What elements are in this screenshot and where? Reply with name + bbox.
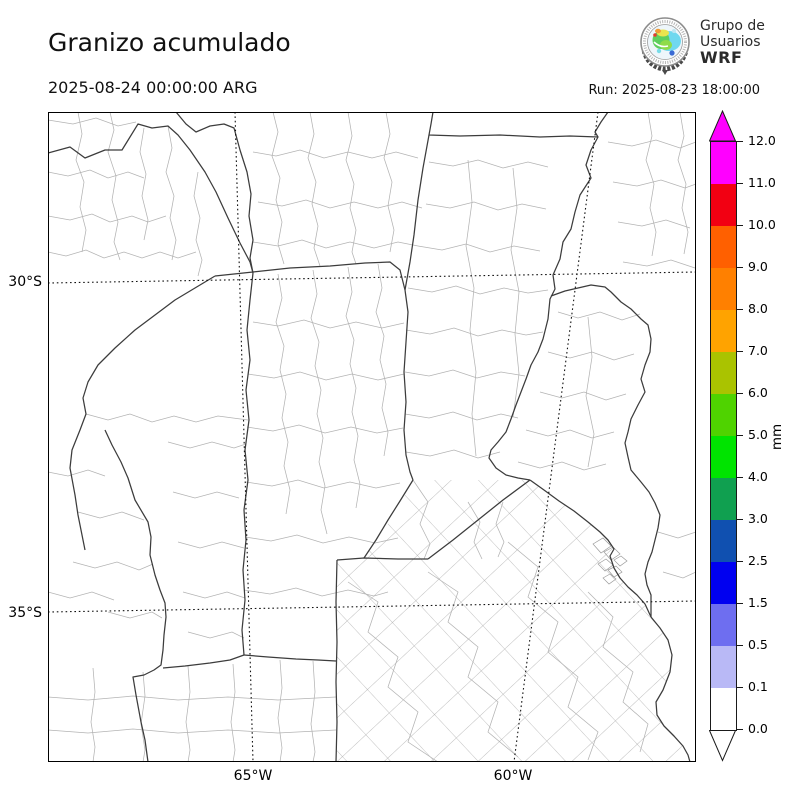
y-axis-label-35s: 35°S <box>8 605 42 621</box>
department-boundaries <box>48 112 696 762</box>
colorbar-tick <box>737 351 743 353</box>
colorbar-segment <box>711 226 736 268</box>
colorbar-tick-label: 4.0 <box>748 469 768 485</box>
model-run-label: Run: 2025-08-23 18:00:00 <box>588 83 760 98</box>
wrf-logo-emblem-icon <box>640 17 690 75</box>
colorbar-over-arrow <box>709 110 736 142</box>
y-axis-label-30s: 30°S <box>8 274 42 290</box>
map-border <box>48 112 696 762</box>
wrf-users-group-logo: Grupo de Usuarios WRF <box>636 12 796 78</box>
colorbar-segment <box>711 604 736 646</box>
colorbar-tick-label: 11.0 <box>748 175 776 191</box>
graticule-gridlines <box>48 112 696 762</box>
x-axis-label-60w: 60°W <box>493 768 533 784</box>
colorbar-tick-label: 5.0 <box>748 427 768 443</box>
map-frame <box>48 112 696 762</box>
colorbar-tick <box>737 393 743 395</box>
valid-time-label: 2025-08-24 00:00:00 ARG <box>48 78 258 97</box>
colorbar-segment <box>711 184 736 226</box>
colorbar-tick <box>737 435 743 437</box>
colorbar-segment <box>711 520 736 562</box>
colorbar-segment <box>711 352 736 394</box>
colorbar-segment <box>711 562 736 604</box>
logo-line2: Usuarios <box>700 34 761 50</box>
colorbar-tick <box>737 561 743 563</box>
colorbar-segment <box>711 688 736 730</box>
colorbar-tick-label: 0.0 <box>748 721 768 737</box>
colorbar-tick-label: 0.1 <box>748 679 768 695</box>
colorbar-tick <box>737 309 743 311</box>
colorbar-segment <box>711 310 736 352</box>
colorbar-tick <box>737 267 743 269</box>
colorbar-segment <box>711 646 736 688</box>
colorbar-tick-label: 3.0 <box>748 511 768 527</box>
logo-line3: WRF <box>700 48 743 67</box>
colorbar-tick-label: 2.5 <box>748 553 768 569</box>
colorbar-tick-label: 8.0 <box>748 301 768 317</box>
colorbar-tick-label: 0.5 <box>748 637 768 653</box>
colorbar-tick-label: 10.0 <box>748 217 776 233</box>
colorbar-tick <box>737 603 743 605</box>
colorbar-segment <box>711 436 736 478</box>
colorbar-segment <box>711 268 736 310</box>
colorbar-segment <box>711 478 736 520</box>
colorbar-under-arrow <box>709 730 736 762</box>
colorbar-tick-label: 7.0 <box>748 343 768 359</box>
colorbar-tick <box>737 645 743 647</box>
colorbar-tick-label: 12.0 <box>748 133 776 149</box>
colorbar-tick <box>737 477 743 479</box>
page-title: Granizo acumulado <box>48 28 291 57</box>
map-canvas <box>48 112 696 762</box>
colorbar-segment <box>711 394 736 436</box>
colorbar-unit-label: mm <box>769 423 785 451</box>
colorbar-tick <box>737 729 743 731</box>
colorbar-tick-label: 9.0 <box>748 259 768 275</box>
colorbar-tick <box>737 225 743 227</box>
province-boundaries <box>48 112 691 762</box>
colorbar-tick <box>737 519 743 521</box>
colorbar-tick-label: 1.5 <box>748 595 768 611</box>
colorbar-tick <box>737 183 743 185</box>
colorbar-tick <box>737 687 743 689</box>
x-axis-label-65w: 65°W <box>233 768 273 784</box>
buenos-aires-partidos-mesh <box>337 480 690 762</box>
colorbar-tick-label: 6.0 <box>748 385 768 401</box>
colorbar-segment <box>711 142 736 184</box>
colorbar-tick <box>737 141 743 143</box>
logo-line1: Grupo de <box>700 18 765 34</box>
colorbar <box>710 141 737 731</box>
